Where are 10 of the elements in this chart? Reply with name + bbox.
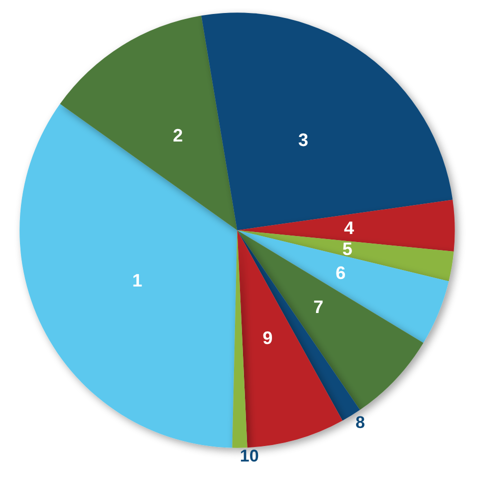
slice-label: 3	[298, 130, 308, 150]
slice-label: 4	[344, 218, 354, 238]
slice-label: 6	[336, 262, 346, 283]
slice-label: 2	[172, 125, 183, 146]
slice-label: 7	[313, 297, 324, 318]
slice-label: 5	[342, 238, 352, 259]
slice-label: 1	[132, 270, 142, 290]
slice-label: 10	[240, 446, 259, 466]
slice-label: 8	[356, 412, 366, 432]
slice-label: 9	[262, 328, 273, 348]
